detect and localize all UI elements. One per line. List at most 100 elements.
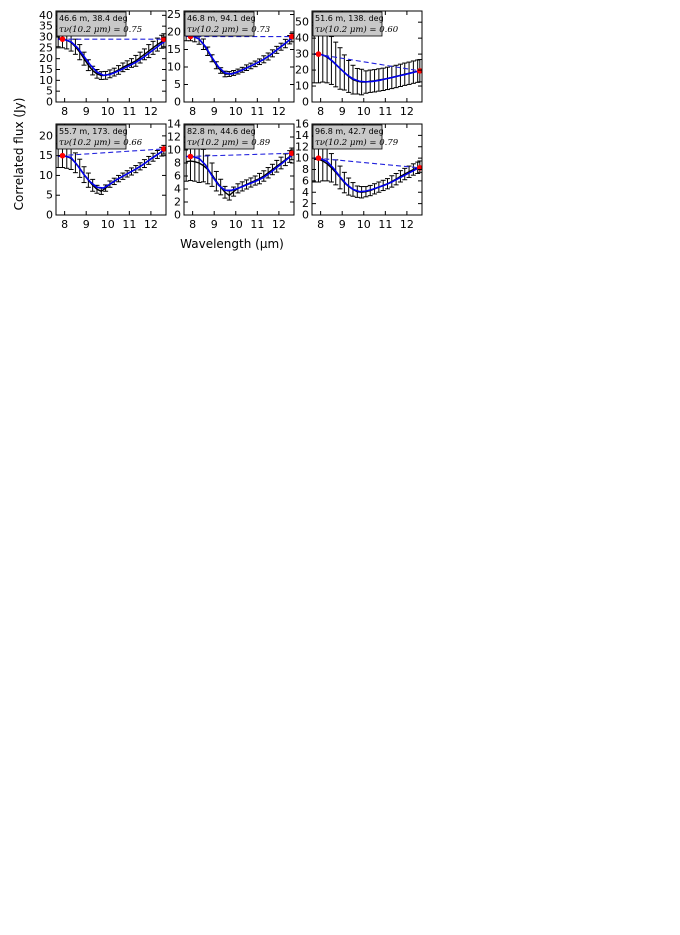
x-tick-label: 11 bbox=[250, 105, 264, 118]
anchor-point bbox=[289, 33, 294, 40]
y-tick-label: 20 bbox=[167, 26, 181, 39]
x-axis-title: Wavelength (μm) bbox=[180, 237, 284, 251]
anchor-point bbox=[161, 36, 166, 42]
x-tick-label: 8 bbox=[61, 218, 68, 231]
y-tick-label: 8 bbox=[174, 157, 181, 170]
y-tick-label: 10 bbox=[39, 169, 53, 182]
anchor-point bbox=[187, 153, 194, 160]
axes-frame bbox=[55, 10, 167, 103]
y-tick-label: 8 bbox=[302, 163, 309, 176]
annotation-baseline: 46.6 m, 38.4 deg bbox=[59, 14, 128, 23]
annotation-box bbox=[56, 124, 127, 150]
y-tick-label: 5 bbox=[46, 189, 53, 202]
x-tick-label: 9 bbox=[83, 218, 90, 231]
y-tick-label: 10 bbox=[295, 152, 309, 165]
panel-2: 8 9 10 11 12 0 5 10 15 20 25 46.8 m, 94.1 degτν(10.… bbox=[167, 8, 295, 118]
y-tick-label: 10 bbox=[39, 74, 53, 87]
x-tick-label: 12 bbox=[400, 105, 414, 118]
annotation-baseline: 96.8 m, 42.7 deg bbox=[315, 127, 384, 136]
y-tick-label: 40 bbox=[295, 32, 309, 45]
y-tick-label: 20 bbox=[39, 52, 53, 65]
anchor-point bbox=[315, 155, 322, 161]
x-tick-label: 8 bbox=[61, 105, 68, 118]
x-tick-label: 9 bbox=[211, 218, 218, 231]
x-tick-label: 11 bbox=[122, 218, 136, 231]
anchor-point bbox=[289, 150, 294, 157]
y-tick-label: 30 bbox=[295, 48, 309, 61]
x-tick-label: 8 bbox=[189, 105, 196, 118]
y-tick-label: 35 bbox=[39, 20, 53, 33]
y-tick-label: 4 bbox=[174, 183, 181, 196]
y-tick-label: 0 bbox=[46, 209, 53, 222]
x-tick-label: 9 bbox=[339, 218, 346, 231]
annotation-baseline: 51.6 m, 138. deg bbox=[315, 14, 384, 23]
y-tick-label: 20 bbox=[39, 129, 53, 142]
x-tick-label: 10 bbox=[101, 105, 115, 118]
y-tick-label: 25 bbox=[39, 41, 53, 54]
x-tick-label: 8 bbox=[317, 218, 324, 231]
x-tick-label: 11 bbox=[378, 105, 392, 118]
y-tick-label: 2 bbox=[302, 197, 309, 210]
continuum-line bbox=[188, 152, 292, 158]
anchor-point bbox=[417, 68, 422, 74]
x-tick-label: 11 bbox=[122, 105, 136, 118]
plot-area bbox=[56, 28, 166, 80]
model-line bbox=[186, 35, 294, 75]
model-line bbox=[58, 38, 166, 77]
y-tick-label: 4 bbox=[302, 186, 309, 199]
x-tick-label: 11 bbox=[250, 218, 264, 231]
y-tick-label: 5 bbox=[174, 78, 181, 91]
x-tick-label: 10 bbox=[229, 105, 243, 118]
annotation-baseline: 55.7 m, 173. deg bbox=[59, 127, 128, 136]
model-line bbox=[186, 153, 294, 192]
panel-4: 8 9 10 11 12 0 5 10 15 20 55.7 m, 173. degτν(10.2 … bbox=[39, 123, 167, 231]
continuum-line bbox=[316, 157, 420, 169]
y-tick-label: 0 bbox=[174, 209, 181, 222]
annotation-optical-depth: τν(10.2 μm) = 0.89 bbox=[187, 137, 271, 148]
x-tick-label: 12 bbox=[144, 218, 158, 231]
y-tick-label: 20 bbox=[295, 64, 309, 77]
y-axis-title: Correlated flux (Jy) bbox=[12, 98, 26, 211]
model-line bbox=[314, 157, 422, 193]
continuum-line bbox=[60, 148, 164, 157]
x-tick-label: 10 bbox=[101, 218, 115, 231]
axes-frame bbox=[55, 123, 167, 216]
y-tick-label: 16 bbox=[295, 118, 309, 131]
x-tick-label: 11 bbox=[378, 218, 392, 231]
x-tick-label: 12 bbox=[400, 218, 414, 231]
x-tick-label: 12 bbox=[272, 105, 286, 118]
panel-3: 8 9 10 11 12 0 10 20 30 40 50 51.6 m, 138. degτν(10… bbox=[295, 10, 423, 118]
y-tick-label: 14 bbox=[167, 118, 181, 131]
annotation-baseline: 46.8 m, 94.1 deg bbox=[187, 14, 256, 23]
y-tick-label: 5 bbox=[46, 85, 53, 98]
model-line bbox=[314, 53, 422, 83]
annotation-box bbox=[56, 11, 127, 37]
annotation-optical-depth: τν(10.2 μm) = 0.75 bbox=[59, 24, 142, 35]
continuum-line bbox=[316, 53, 420, 72]
plot-area bbox=[312, 136, 422, 199]
y-tick-label: 50 bbox=[295, 16, 309, 29]
y-tick-label: 15 bbox=[167, 43, 181, 56]
annotation-optical-depth: τν(10.2 μm) = 0.79 bbox=[315, 137, 399, 148]
annotation-optical-depth: τν(10.2 μm) = 0.73 bbox=[187, 24, 270, 35]
y-tick-label: 30 bbox=[39, 31, 53, 44]
annotation-optical-depth: τν(10.2 μm) = 0.66 bbox=[59, 137, 143, 148]
y-tick-label: 40 bbox=[39, 9, 53, 22]
y-tick-label: 10 bbox=[295, 80, 309, 93]
y-tick-label: 12 bbox=[295, 140, 309, 153]
y-tick-label: 25 bbox=[167, 8, 181, 21]
y-tick-label: 15 bbox=[39, 63, 53, 76]
annotation-baseline: 82.8 m, 44.6 deg bbox=[187, 127, 256, 136]
y-tick-label: 10 bbox=[167, 144, 181, 157]
anchor-point bbox=[59, 36, 66, 42]
plot-area bbox=[312, 24, 422, 96]
y-tick-label: 6 bbox=[174, 170, 181, 183]
axes-frame bbox=[183, 10, 295, 103]
axes-frame bbox=[183, 123, 295, 216]
anchor-point bbox=[161, 146, 166, 152]
annotation-box bbox=[312, 11, 383, 37]
